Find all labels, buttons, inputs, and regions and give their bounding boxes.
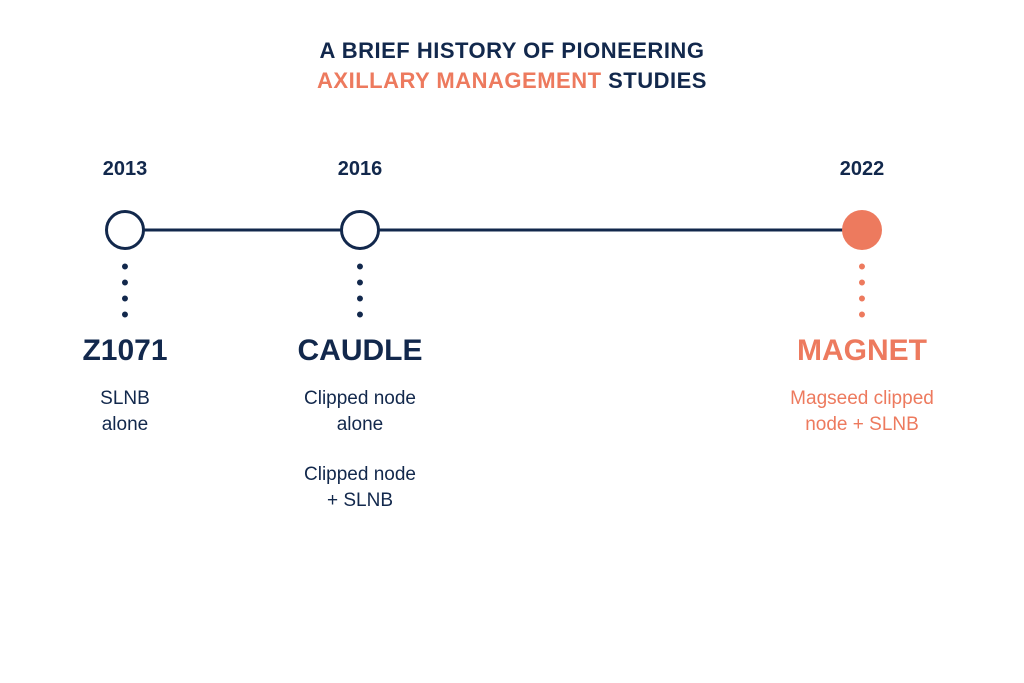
study-description: Magseed clippednode + SLNB xyxy=(790,386,934,437)
timeline-dots: •••• xyxy=(121,262,129,326)
study-description: SLNBalone xyxy=(100,386,150,437)
timeline-year: 2022 xyxy=(840,158,885,181)
timeline-node xyxy=(105,210,145,250)
study-name: Z1071 xyxy=(82,334,167,368)
study-description: Clipped nodealone xyxy=(304,386,416,437)
timeline-node xyxy=(842,210,882,250)
timeline-segment xyxy=(379,229,843,232)
timeline-dots: •••• xyxy=(858,262,866,326)
study-name: CAUDLE xyxy=(298,334,423,368)
timeline-year: 2016 xyxy=(338,158,383,181)
study-name: MAGNET xyxy=(797,334,927,368)
study-description-secondary: Clipped node+ SLNB xyxy=(304,462,416,513)
timeline-dots: •••• xyxy=(356,262,364,326)
timeline-segment xyxy=(144,229,341,232)
timeline: 2013 •••• Z1071 SLNBalone 2016 •••• CAUDLE Clip… xyxy=(0,0,1024,683)
timeline-year: 2013 xyxy=(103,158,148,181)
timeline-node xyxy=(340,210,380,250)
